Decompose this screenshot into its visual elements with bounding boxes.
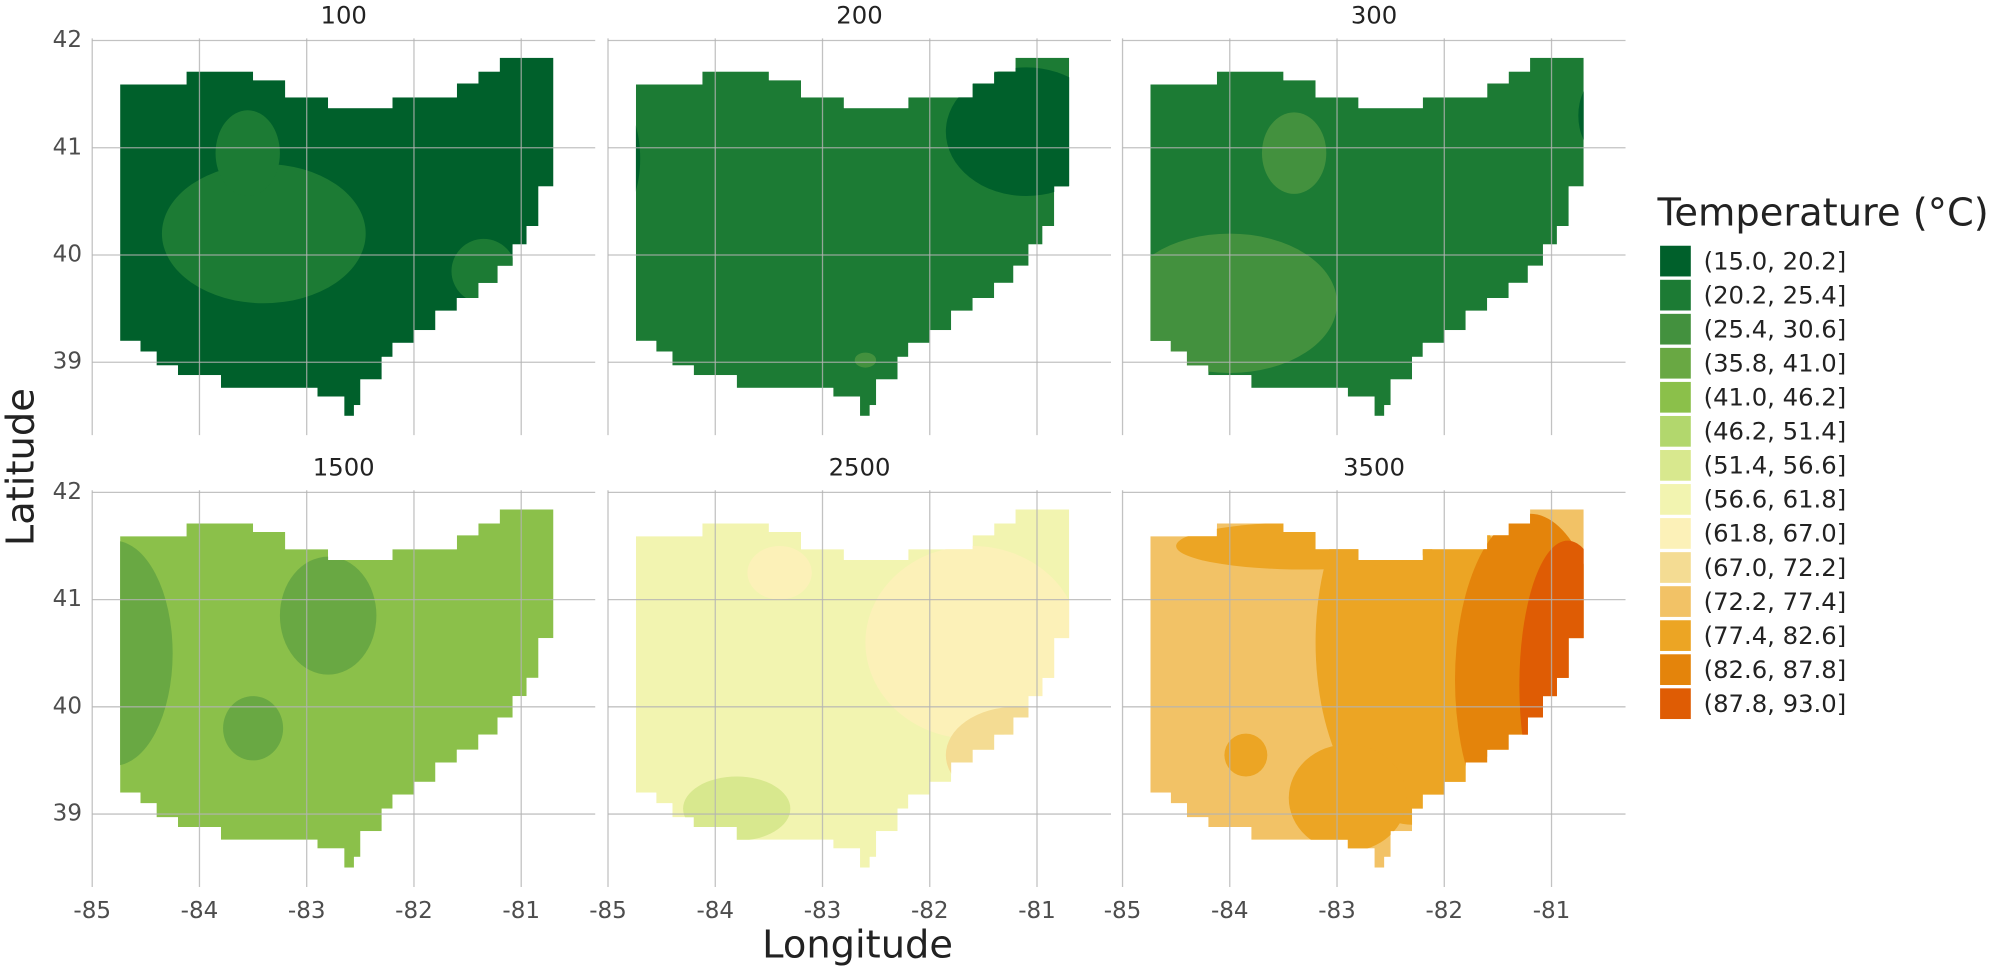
legend-label: (15.0, 20.2] [1704, 246, 1847, 275]
x-tick-label: -83 [288, 898, 326, 924]
legend-key [1660, 484, 1691, 515]
legend-key [1660, 313, 1691, 345]
contour-zone [854, 352, 877, 368]
legend-label: (82.6, 87.8] [1704, 655, 1847, 684]
legend-label: (77.4, 82.6] [1704, 621, 1847, 650]
x-tick-label: -81 [502, 898, 540, 924]
legend-label: (41.0, 46.2] [1704, 383, 1847, 412]
x-tick-label: -81 [1533, 898, 1571, 924]
legend-key [1660, 381, 1691, 413]
y-axis-label: Latitude [0, 388, 44, 546]
facet-title: 300 [1351, 1, 1397, 30]
legend-label: (35.8, 41.0] [1704, 349, 1847, 378]
legend-key [1660, 415, 1691, 447]
contour-zone [161, 163, 366, 304]
legend-label: (25.4, 30.6] [1704, 314, 1847, 343]
legend-key [1660, 552, 1691, 583]
x-tick-label: -84 [181, 898, 219, 924]
facet-title: 3500 [1343, 452, 1405, 481]
contour-zone [1224, 733, 1268, 777]
x-axis-label: Longitude [762, 923, 953, 968]
legend-key [1660, 586, 1691, 617]
contour-zone [1261, 112, 1327, 194]
x-tick-label: -85 [589, 898, 627, 924]
legend-label: (20.2, 25.4] [1704, 280, 1847, 309]
y-tick-label: 42 [53, 27, 82, 53]
y-tick-label: 39 [53, 801, 82, 827]
x-tick-label: -84 [696, 898, 734, 924]
y-tick-label: 42 [53, 479, 82, 505]
y-tick-label: 41 [53, 586, 82, 612]
legend-key [1660, 450, 1691, 481]
x-tick-label: -83 [1318, 898, 1356, 924]
legend-label: (46.2, 51.4] [1704, 417, 1847, 446]
legend-key [1660, 279, 1691, 311]
legend-title: Temperature (°C) [1657, 191, 1989, 236]
legend-label: (61.8, 67.0] [1704, 519, 1847, 548]
contour-zone [635, 104, 641, 213]
facet-title: 2500 [829, 452, 891, 481]
legend-key [1660, 518, 1691, 549]
contour-zone [120, 540, 173, 766]
facet-title: 100 [321, 1, 367, 30]
contour-zone [223, 696, 284, 761]
x-tick-label: -85 [1104, 898, 1142, 924]
y-tick-label: 40 [53, 242, 82, 268]
y-tick-label: 39 [53, 349, 82, 375]
contour-zone [451, 238, 516, 304]
contour-zone [747, 545, 812, 600]
contour-zone [1519, 540, 1584, 831]
facet-title: 200 [836, 1, 882, 30]
legend-label: (87.8, 93.0] [1704, 689, 1847, 718]
legend-label: (67.0, 72.2] [1704, 553, 1847, 582]
legend-label: (56.6, 61.8] [1704, 485, 1847, 514]
contour-zone [945, 67, 1070, 197]
contour-zone [1176, 522, 1434, 570]
contour-zone [215, 110, 280, 197]
map-panel [1150, 509, 1584, 868]
contour-zone [279, 556, 377, 675]
x-tick-label: -82 [395, 898, 433, 924]
y-tick-label: 40 [53, 693, 82, 719]
x-tick-label: -84 [1211, 898, 1249, 924]
y-tick-label: 41 [53, 134, 82, 160]
legend-key [1660, 347, 1691, 379]
contour-zone [1578, 83, 1584, 148]
legend-label: (51.4, 56.6] [1704, 451, 1847, 480]
contour-zone [683, 776, 791, 841]
facet-title: 1500 [313, 452, 375, 481]
contour-zone [1288, 744, 1407, 852]
x-tick-label: -82 [911, 898, 949, 924]
legend-key [1660, 654, 1691, 685]
legend-key [1660, 245, 1691, 277]
x-tick-label: -85 [73, 898, 111, 924]
x-tick-label: -83 [804, 898, 842, 924]
contour-zone [865, 545, 1070, 739]
x-tick-label: -81 [1018, 898, 1056, 924]
x-tick-label: -82 [1425, 898, 1463, 924]
legend-label: (72.2, 77.4] [1704, 587, 1847, 616]
contour-zone [945, 706, 1070, 804]
legend-key [1660, 688, 1691, 720]
legend-key [1660, 620, 1691, 651]
